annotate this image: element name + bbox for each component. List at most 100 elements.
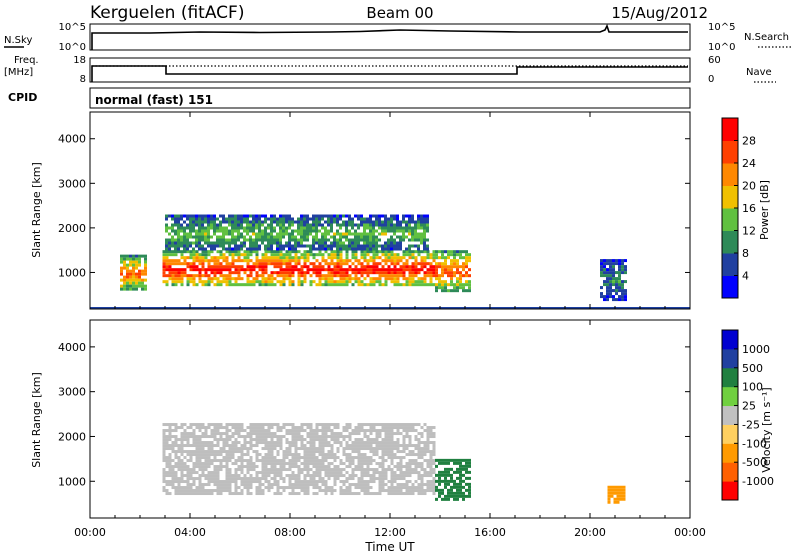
velocity-cell xyxy=(378,486,382,490)
velocity-cell xyxy=(285,423,289,427)
velocity-cell xyxy=(378,423,382,427)
velocity-cell xyxy=(456,476,459,480)
velocity-cell xyxy=(429,459,433,463)
velocity-cell xyxy=(297,492,301,496)
power-cell xyxy=(372,256,376,260)
power-cell xyxy=(249,268,253,272)
velocity-cell xyxy=(363,441,367,445)
velocity-cell xyxy=(465,476,468,480)
power-cell xyxy=(318,277,322,281)
power-cell xyxy=(177,235,180,239)
power-cell xyxy=(276,259,280,263)
velocity-cell xyxy=(225,456,229,460)
velocity-cell xyxy=(219,438,223,442)
power-cell xyxy=(222,235,225,239)
velocity-cell xyxy=(345,426,349,430)
velocity-cell xyxy=(387,453,391,457)
velocity-cell xyxy=(453,485,456,489)
velocity-cell xyxy=(294,444,298,448)
velocity-cell xyxy=(162,432,166,436)
power-cell xyxy=(402,256,406,260)
power-cell xyxy=(123,275,126,279)
power-cell xyxy=(309,253,313,257)
velocity-cell xyxy=(327,426,331,430)
power-cell xyxy=(393,271,397,275)
velocity-cell xyxy=(186,474,190,478)
power-cell xyxy=(609,277,612,281)
power-cell xyxy=(186,274,190,278)
power-cell xyxy=(180,229,183,233)
power-cell xyxy=(246,256,250,260)
power-cell xyxy=(228,271,232,275)
velocity-cell xyxy=(183,480,187,484)
power-cell xyxy=(393,268,397,272)
power-cell xyxy=(450,289,453,293)
velocity-cell xyxy=(294,483,298,487)
velocity-cell xyxy=(381,489,385,493)
power-cell xyxy=(414,283,418,287)
velocity-cell xyxy=(228,483,232,487)
power-cell xyxy=(240,253,244,257)
velocity-cell xyxy=(183,450,187,454)
power-cell xyxy=(312,220,315,224)
power-cell xyxy=(312,268,316,272)
velocity-cell xyxy=(246,471,250,475)
velocity-cell xyxy=(414,468,418,472)
nsky-tick-bottom: 10^0 xyxy=(59,42,86,53)
power-cell xyxy=(366,226,369,230)
power-cell xyxy=(360,217,363,221)
power-cell xyxy=(180,244,183,248)
velocity-cell xyxy=(396,477,400,481)
velocity-cell xyxy=(393,423,397,427)
power-cell xyxy=(339,232,342,236)
power-cell xyxy=(417,280,421,284)
power-cell xyxy=(255,220,258,224)
power-cell xyxy=(603,271,606,275)
velocity-cell xyxy=(303,468,307,472)
velocity-cell xyxy=(375,477,379,481)
power-cell xyxy=(201,262,205,266)
power-cell xyxy=(603,268,606,272)
velocity-cell xyxy=(186,426,190,430)
power-cell xyxy=(429,277,433,281)
velocity-cell xyxy=(234,432,238,436)
power-cell xyxy=(342,283,346,287)
power-cell xyxy=(231,217,234,221)
power-cell xyxy=(372,259,376,263)
power-cell xyxy=(273,220,276,224)
power-cell xyxy=(411,217,414,221)
velocity-cell xyxy=(435,479,438,483)
velocity-cell xyxy=(228,489,232,493)
velocity-cell xyxy=(447,461,450,465)
velocity-cell xyxy=(360,477,364,481)
power-cell xyxy=(273,229,276,233)
power-cell xyxy=(276,250,280,254)
power-cell xyxy=(204,268,208,272)
velocity-cell xyxy=(408,489,412,493)
power-cell xyxy=(405,220,408,224)
velocity-cell xyxy=(270,423,274,427)
power-cell xyxy=(252,238,255,242)
power-cell xyxy=(423,232,426,236)
power-cell xyxy=(162,280,166,284)
power-cell xyxy=(144,287,147,291)
velocity-cell xyxy=(619,491,623,495)
velocity-cell xyxy=(225,426,229,430)
power-cell xyxy=(138,281,141,285)
power-cell xyxy=(348,214,351,218)
power-cell xyxy=(615,286,618,290)
power-cell xyxy=(372,238,375,242)
velocity-cell xyxy=(339,459,343,463)
velocity-cell xyxy=(255,423,259,427)
power-cell xyxy=(375,271,379,275)
freq-label-1: Freq. xyxy=(14,55,39,66)
velocity-cell xyxy=(174,423,178,427)
power-cell xyxy=(243,256,247,260)
velocity-cell xyxy=(312,471,316,475)
power-cell xyxy=(432,265,436,269)
power-cell xyxy=(243,283,247,287)
power-cell xyxy=(237,226,240,230)
power-cell xyxy=(345,223,348,227)
velocity-cell xyxy=(267,456,271,460)
velocity-cell xyxy=(363,474,367,478)
